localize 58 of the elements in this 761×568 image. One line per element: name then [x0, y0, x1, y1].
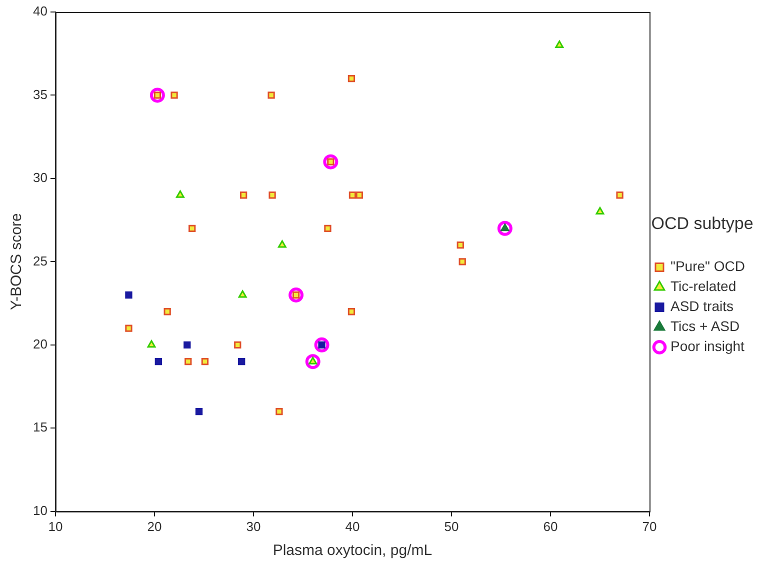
point [288, 287, 304, 302]
point [147, 340, 156, 348]
point [125, 324, 132, 332]
x-tick-label: 40 [345, 518, 360, 534]
point [348, 75, 356, 82]
y-tick-label: 25 [32, 253, 48, 268]
legend-label: Poor insight [670, 338, 745, 354]
point [314, 337, 330, 352]
x-tick-label: 50 [444, 518, 459, 534]
point [164, 308, 171, 316]
y-tick-label: 35 [32, 86, 48, 102]
x-tick-label: 10 [48, 518, 63, 534]
y-tick-label: 15 [32, 420, 48, 435]
point [596, 207, 604, 215]
point [348, 308, 356, 316]
point [616, 192, 624, 199]
point [238, 290, 247, 298]
point [188, 224, 196, 232]
x-tick-label: 20 [147, 518, 162, 534]
point [170, 92, 178, 99]
legend-label: Tics + ASD [670, 318, 740, 334]
x-axis-title: Plasma oxytocin, pg/mL [272, 542, 432, 560]
point [195, 408, 203, 416]
point [497, 220, 512, 236]
point [324, 224, 332, 232]
legend-title: OCD subtype [651, 214, 754, 233]
point [184, 358, 192, 366]
point [240, 192, 248, 199]
point [555, 40, 564, 48]
legend-label: "Pure" OCD [670, 258, 746, 274]
point [238, 358, 246, 366]
point [176, 190, 184, 198]
y-tick-label: 20 [32, 336, 48, 352]
legend-label: ASD traits [670, 298, 734, 314]
point [201, 358, 209, 366]
point [456, 241, 464, 249]
point [458, 258, 466, 266]
y-tick-label: 30 [32, 170, 48, 186]
point [150, 88, 165, 103]
x-tick-label: 60 [543, 518, 558, 534]
x-tick-label: 70 [642, 518, 657, 534]
legend-label: Tic-related [670, 278, 736, 294]
point [323, 154, 338, 170]
point [305, 354, 320, 370]
point [356, 192, 363, 199]
point [125, 291, 132, 299]
point [234, 341, 242, 349]
y-tick-label: 10 [32, 502, 48, 518]
y-tick-label: 40 [32, 4, 48, 19]
y-axis-title: Y-BOCS score [8, 213, 26, 310]
x-tick-label: 30 [246, 518, 261, 534]
point [276, 408, 283, 416]
point [184, 341, 191, 349]
point [268, 192, 276, 199]
point [348, 192, 356, 199]
point [278, 240, 286, 248]
point [268, 92, 275, 99]
point [154, 358, 162, 366]
